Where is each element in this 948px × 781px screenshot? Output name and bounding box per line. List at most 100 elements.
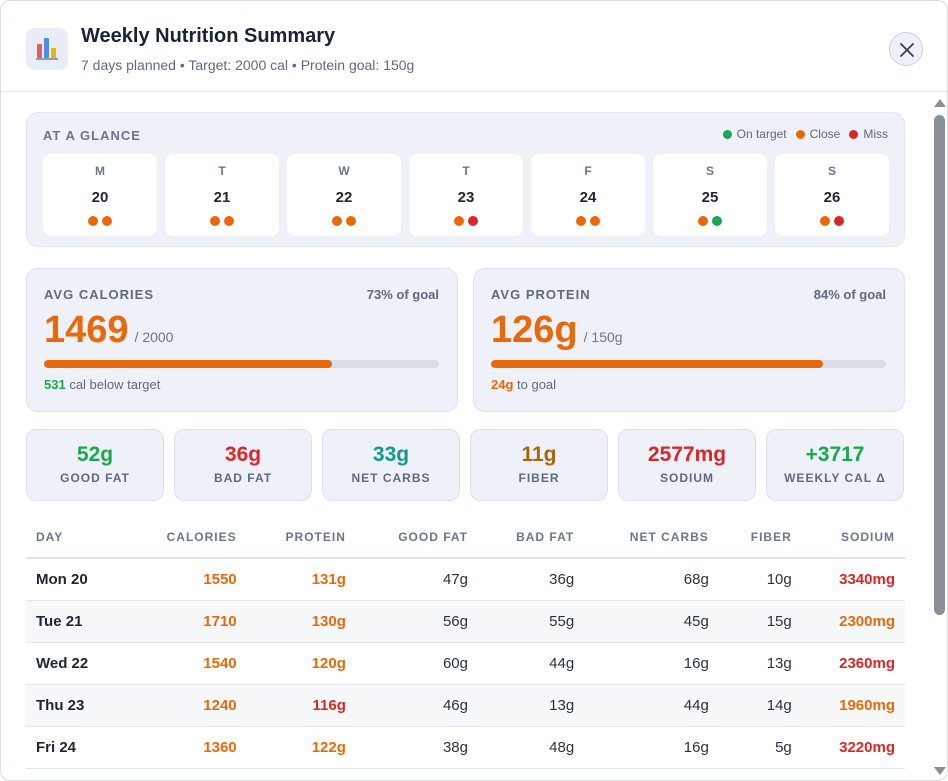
table-cell: 55g (477, 600, 585, 643)
table-cell: 60g (355, 642, 478, 685)
table-row[interactable]: Fri 24 1360 122g 38g 48g 16g 5g 3220mg (26, 726, 905, 769)
table-cell: 48g (477, 726, 585, 769)
legend-label: Miss (863, 127, 888, 141)
stat-tile: 33g NET CARBS (322, 429, 460, 501)
day-card[interactable]: S 25 (653, 154, 767, 236)
status-dot (698, 216, 708, 226)
day-status-dots (531, 216, 645, 226)
table-cell: 1540 (124, 642, 247, 685)
table-cell: 56g (355, 600, 478, 643)
status-dot (224, 216, 234, 226)
table-cell: 2360mg (801, 642, 905, 685)
table-cell: 15g (718, 600, 802, 643)
status-dot (88, 216, 98, 226)
day-letter: S (705, 164, 714, 178)
day-letter: M (95, 164, 105, 178)
dialog-subtitle: 7 days planned • Target: 2000 cal • Prot… (81, 57, 415, 73)
legend-dot (849, 129, 859, 139)
close-button[interactable] (889, 32, 923, 66)
stat-label: NET CARBS (351, 471, 431, 485)
status-dot (590, 216, 600, 226)
day-card[interactable]: S 26 (775, 154, 889, 236)
table-cell: 130g (246, 600, 356, 643)
status-dot (820, 216, 830, 226)
stat-tile: 52g GOOD FAT (26, 429, 164, 501)
day-number: 25 (701, 189, 719, 206)
day-status-dots (409, 216, 523, 226)
avg-protein-card: AVG PROTEIN 84% of goal 126g/ 150g 24g t… (473, 268, 905, 412)
table-cell: 68g (584, 558, 719, 601)
table-row[interactable]: Wed 22 1540 120g 60g 44g 16g 13g 2360mg (26, 642, 905, 685)
table-row[interactable]: Tue 21 1710 130g 56g 55g 45g 15g 2300mg (26, 600, 905, 643)
legend-item: On target (722, 127, 787, 141)
table-cell: Fri 24 (26, 726, 125, 769)
table-cell: 122g (246, 726, 356, 769)
day-cards: M 20 T 21 W 22 T 23 F 24 S 25 S 26 (43, 154, 889, 236)
day-status-dots (653, 216, 767, 226)
table-cell: 1240 (124, 684, 247, 727)
scrollbar-thumb[interactable] (934, 115, 945, 615)
stat-label: FIBER (518, 471, 560, 485)
scrollbar[interactable] (932, 93, 947, 780)
table-cell: Mon 20 (26, 558, 125, 601)
avg-calories-value: 1469/ 2000 (44, 309, 174, 351)
table-cell: 16g (584, 726, 719, 769)
table-header-row: DAY CALORIES PROTEIN GOOD FAT BAD FAT NET CAR… (26, 517, 905, 559)
stat-tile: 36g BAD FAT (174, 429, 312, 501)
status-dot (468, 216, 478, 226)
legend-item: Miss (849, 127, 888, 141)
status-dot (454, 216, 464, 226)
day-card[interactable]: T 21 (165, 154, 279, 236)
avg-protein-label: AVG PROTEIN (491, 287, 591, 302)
close-icon (900, 43, 914, 57)
avg-protein-note: 24g to goal (491, 377, 557, 392)
stat-value: +3717 (805, 443, 865, 466)
column-header: DAY (26, 517, 125, 559)
avg-protein-progress-fill (491, 360, 823, 368)
column-header: NET CARBS (584, 517, 719, 559)
dialog-title: Weekly Nutrition Summary (81, 25, 336, 47)
legend-item: Close (795, 127, 840, 141)
day-status-dots (287, 216, 401, 226)
table-cell: 47g (355, 558, 478, 601)
day-number: 26 (823, 189, 841, 206)
avg-calories-progress-fill (44, 360, 333, 368)
table-cell: 13g (718, 642, 802, 685)
avg-protein-value: 126g/ 150g (491, 309, 623, 351)
avg-calories-note: 531 cal below target (44, 377, 161, 392)
scroll-up-arrow-icon[interactable] (934, 99, 946, 107)
day-card[interactable]: M 20 (43, 154, 157, 236)
day-number: 20 (91, 189, 109, 206)
status-dot (210, 216, 220, 226)
day-number: 23 (457, 189, 475, 206)
stat-label: WEEKLY CAL Δ (784, 471, 886, 485)
day-letter: T (462, 164, 470, 178)
stat-value: 52g (76, 443, 114, 466)
bar-chart-icon (26, 28, 68, 70)
table-cell: 16g (584, 642, 719, 685)
day-card[interactable]: F 24 (531, 154, 645, 236)
column-header: GOOD FAT (355, 517, 478, 559)
table-cell: 46g (355, 684, 478, 727)
stat-label: BAD FAT (213, 471, 273, 485)
table-row[interactable]: Mon 20 1550 131g 47g 36g 68g 10g 3340mg (26, 558, 905, 601)
table-cell: Tue 21 (26, 600, 125, 643)
day-card[interactable]: T 23 (409, 154, 523, 236)
table-row[interactable]: Thu 23 1240 116g 46g 13g 44g 14g 1960mg (26, 684, 905, 727)
table-cell: 3220mg (801, 726, 905, 769)
avg-calories-label: AVG CALORIES (44, 287, 154, 302)
stat-tile: +3717 WEEKLY CAL Δ (766, 429, 904, 501)
table-cell: 116g (246, 684, 356, 727)
table-cell: 1710 (124, 600, 247, 643)
table-cell: 10g (718, 558, 802, 601)
day-number: 21 (213, 189, 231, 206)
day-card[interactable]: W 22 (287, 154, 401, 236)
table-cell: 1360 (124, 726, 247, 769)
day-status-dots (775, 216, 889, 226)
table-cell: Wed 22 (26, 642, 125, 685)
day-letter: F (584, 164, 592, 178)
scroll-down-arrow-icon[interactable] (934, 767, 946, 775)
legend-label: On target (736, 127, 787, 141)
table-cell: 14g (718, 684, 802, 727)
status-dot (102, 216, 112, 226)
